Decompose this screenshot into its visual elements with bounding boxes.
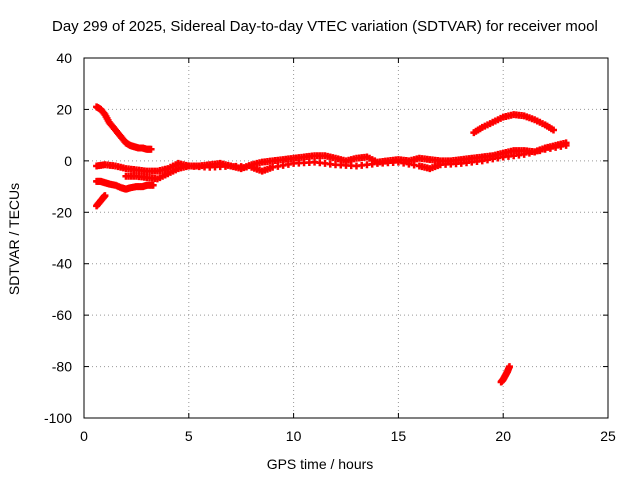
data-point — [147, 145, 155, 153]
data-point — [520, 150, 528, 158]
y-tick-label: 40 — [56, 50, 72, 66]
x-tick-label: 25 — [600, 428, 616, 444]
chart-title: Day 299 of 2025, Sidereal Day-to-day VTE… — [52, 18, 598, 35]
plot-area — [84, 58, 608, 418]
x-tick-label: 0 — [80, 428, 88, 444]
x-tick-label: 15 — [391, 428, 407, 444]
data-point — [531, 148, 539, 156]
y-axis-label: SDTVAR / TECUs — [6, 183, 22, 295]
x-tick-label: 10 — [286, 428, 302, 444]
series-track-low-start — [93, 177, 157, 193]
data-point — [149, 181, 157, 189]
data-point — [536, 147, 544, 155]
data-point — [505, 363, 513, 371]
y-tick-label: -60 — [52, 307, 72, 323]
x-axis-label: GPS time / hours — [266, 456, 374, 472]
y-tick-label: -100 — [44, 410, 72, 426]
y-tick-label: -20 — [52, 204, 72, 220]
series-track-late-arc — [470, 111, 558, 137]
data-point — [562, 141, 570, 149]
y-tick-label: -80 — [52, 359, 72, 375]
series-track-high-start — [93, 103, 155, 153]
x-tick-label: 20 — [495, 428, 511, 444]
y-tick-label: 20 — [56, 101, 72, 117]
series-track-short-dip — [93, 192, 109, 210]
x-tick-label: 5 — [185, 428, 193, 444]
data-point — [550, 126, 558, 134]
axes — [83, 57, 609, 419]
data-point — [101, 192, 109, 200]
data-points — [93, 103, 570, 386]
y-tick-label: -40 — [52, 256, 72, 272]
plot-frame — [83, 57, 609, 419]
ticks: 0 5 10 15 20 25 -100 -80 -60 -40 -20 0 20 40 — [44, 50, 616, 444]
series-track-main-lower — [122, 141, 570, 183]
data-point — [525, 149, 533, 157]
series-track-deep-dip — [497, 363, 513, 386]
y-tick-label: 0 — [64, 153, 72, 169]
